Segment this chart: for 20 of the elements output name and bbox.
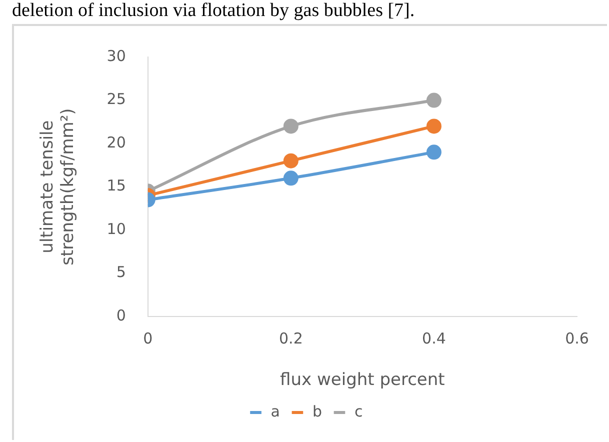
point xyxy=(426,92,442,108)
legend-label: c xyxy=(354,402,363,420)
x-tick-label: 0 xyxy=(143,329,153,348)
y-tick-label: 25 xyxy=(106,90,126,108)
legend-label: a xyxy=(270,402,280,420)
text: deletion of inclusion via flotation by gas bubbles [7]. xyxy=(11,0,416,22)
point xyxy=(426,144,442,160)
x-tick-label: 0.4 xyxy=(422,329,446,348)
y-tick-label: 10 xyxy=(106,220,126,238)
y-tick-label: 20 xyxy=(106,133,126,152)
y-tick-label: 30 xyxy=(106,46,126,65)
y-axis-title: ultimate tensile strength(kgf/mm²) xyxy=(38,108,78,266)
x-tick-label: 0.6 xyxy=(565,329,589,348)
y-tick-label: 15 xyxy=(106,176,126,195)
point xyxy=(426,118,442,134)
y-tick-label: 5 xyxy=(116,263,126,282)
x-axis-title: flux weight percent xyxy=(280,370,446,390)
legend-label: b xyxy=(312,402,322,420)
x-tick-label: 0.2 xyxy=(278,329,303,348)
y-tick-label: 0 xyxy=(116,306,126,324)
